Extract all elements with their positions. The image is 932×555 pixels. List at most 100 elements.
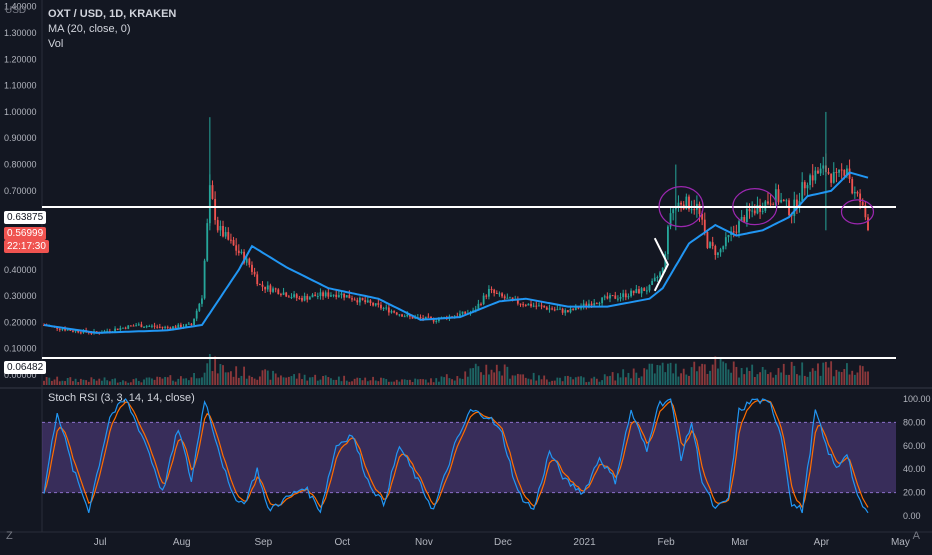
- volume-bar: [624, 377, 627, 385]
- candle-body: [237, 250, 240, 253]
- candle-body: [153, 325, 156, 327]
- candle-body: [601, 297, 604, 304]
- volume-bar: [398, 381, 401, 385]
- candle-body: [264, 286, 267, 290]
- candle-body: [193, 318, 195, 326]
- candle-body: [206, 223, 209, 261]
- candle-body: [353, 299, 356, 301]
- volume-bar: [706, 373, 709, 385]
- timezone-button[interactable]: Z: [6, 530, 13, 542]
- volume-bar: [487, 374, 490, 385]
- volume-bar: [767, 374, 769, 385]
- candle-body: [482, 295, 485, 305]
- volume-bar: [108, 381, 111, 385]
- candle-body: [269, 285, 272, 292]
- candle-body: [703, 219, 706, 233]
- candle-body: [393, 311, 396, 313]
- candle-body: [743, 217, 746, 223]
- volume-bar: [690, 367, 693, 385]
- volume-bar: [145, 377, 148, 385]
- candle-body: [308, 297, 311, 300]
- volume-bar: [456, 376, 459, 385]
- volume-bar: [214, 356, 217, 385]
- ma-legend[interactable]: MA (20, close, 0): [48, 23, 131, 35]
- time-tick-label: Feb: [658, 537, 676, 548]
- volume-bar: [216, 373, 219, 385]
- candle-body: [672, 209, 675, 214]
- volume-bar: [566, 375, 569, 385]
- volume-bar: [143, 379, 145, 385]
- volume-bar: [674, 363, 677, 385]
- candle-body: [422, 317, 425, 320]
- candle-body: [561, 308, 564, 313]
- candle-body: [756, 204, 759, 214]
- vol-legend[interactable]: Vol: [48, 38, 64, 50]
- volume-bar: [251, 376, 253, 385]
- volume-bar: [358, 377, 361, 385]
- volume-bar: [111, 379, 114, 385]
- candle-body: [148, 326, 151, 328]
- volume-bar: [122, 380, 124, 385]
- candle-body: [556, 309, 559, 311]
- candle-body: [72, 330, 74, 332]
- candle-body: [614, 295, 617, 299]
- candle-body: [201, 298, 203, 304]
- candle-body: [767, 201, 769, 204]
- chart-legend: OXT / USD, 1D, KRAKEN MA (20, close, 0) …: [48, 7, 176, 52]
- candle-body: [616, 298, 619, 300]
- volume-bar: [164, 376, 167, 385]
- volume-bar: [748, 370, 751, 385]
- candle-body: [830, 173, 833, 183]
- candle-body: [656, 277, 659, 279]
- candle-body: [79, 332, 82, 334]
- volume-bar: [643, 368, 646, 385]
- symbol-title[interactable]: OXT / USD, 1D, KRAKEN: [48, 8, 177, 20]
- volume-bar: [114, 378, 117, 385]
- volume-bar: [127, 382, 130, 385]
- candle-body: [519, 303, 522, 305]
- candle-body: [403, 316, 406, 318]
- candle-body: [214, 198, 217, 221]
- rsi-tick-label: 0.00: [903, 511, 921, 521]
- candle-body: [803, 182, 806, 189]
- volume-bar: [698, 366, 701, 385]
- volume-bar: [374, 380, 377, 385]
- volume-bar: [224, 372, 227, 385]
- candle-body: [480, 303, 482, 305]
- volume-bar: [714, 356, 717, 385]
- candle-body: [543, 306, 546, 308]
- stoch-rsi-legend[interactable]: Stoch RSI (3, 3, 14, 14, close): [48, 392, 195, 404]
- volume-bar: [414, 378, 417, 385]
- volume-bar: [653, 373, 656, 385]
- volume-bar: [440, 376, 443, 385]
- auto-scale-button[interactable]: A: [912, 530, 920, 542]
- volume-bar: [132, 379, 135, 385]
- candle-body: [172, 326, 174, 330]
- candle-body: [667, 226, 669, 255]
- candle-body: [256, 274, 259, 285]
- volume-bar: [511, 375, 514, 385]
- volume-bar: [782, 363, 785, 385]
- volume-bar: [319, 379, 322, 385]
- candle-body: [240, 251, 243, 253]
- candle-body: [177, 324, 180, 328]
- volume-bar: [709, 370, 711, 385]
- candle-body: [437, 318, 440, 321]
- volume-bar: [527, 378, 530, 385]
- volume-bar: [867, 371, 869, 385]
- candle-body: [814, 170, 817, 181]
- volume-bar: [559, 377, 561, 385]
- candle-body: [627, 296, 630, 298]
- candle-body: [677, 202, 680, 207]
- volume-bar: [846, 363, 848, 385]
- candle-body: [709, 242, 711, 248]
- volume-bar: [137, 380, 140, 385]
- volume-bar: [445, 374, 448, 385]
- volume-bar: [656, 364, 659, 385]
- candle-body: [169, 327, 172, 330]
- volume-bar: [77, 381, 80, 385]
- volume-bar: [516, 373, 519, 385]
- volume-bar: [798, 375, 801, 385]
